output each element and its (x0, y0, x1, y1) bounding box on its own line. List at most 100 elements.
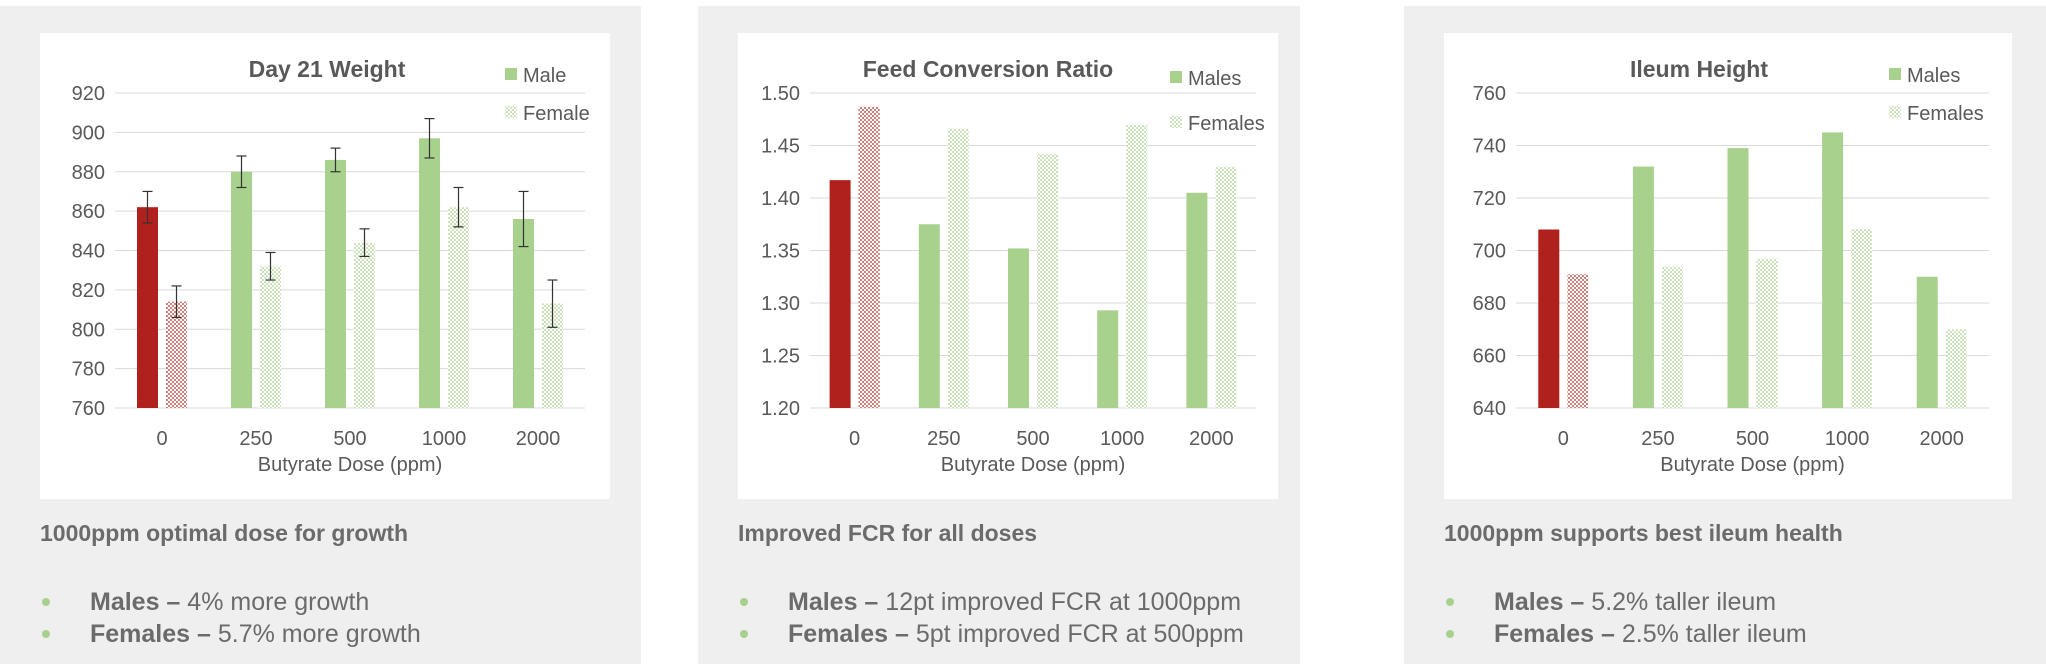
y-tick-label: 740 (1473, 136, 1506, 158)
bar-control-male (829, 180, 851, 408)
y-tick-label: 900 (72, 122, 105, 144)
bullet-females: Females – 5.7% more growth (40, 618, 421, 650)
bullet-list: Males – 4% more growth Females – 5.7% mo… (40, 586, 421, 650)
bar-male (1186, 192, 1208, 408)
y-tick-label: 780 (72, 359, 105, 381)
y-tick-label: 680 (1473, 293, 1506, 315)
bar-control-male (1538, 229, 1560, 408)
panel-heading: Improved FCR for all doses (738, 520, 1038, 546)
y-tick-label: 720 (1473, 188, 1506, 210)
y-tick-label: 1.35 (761, 241, 800, 263)
y-tick-label: 1.25 (761, 346, 800, 368)
panel-heading: 1000ppm optimal dose for growth (40, 520, 409, 546)
bar-male (231, 171, 252, 408)
y-tick-label: 820 (72, 280, 105, 302)
legend-swatch-male (505, 68, 517, 80)
bar-male (325, 159, 346, 408)
bar-male (513, 219, 534, 408)
x-tick-label: 250 (1641, 428, 1674, 450)
bar-female (260, 266, 281, 408)
bar-female (1037, 153, 1058, 408)
legend-label-female: Female (523, 103, 590, 125)
bar-female (1215, 166, 1237, 408)
feed-conversion-chart: 1.20 1.25 1.30 1.35 1.40 1.45 1.50 0 250 500 1000 2… (761, 56, 1265, 476)
x-tick-label: 1000 (1100, 428, 1145, 450)
y-tick-label: 860 (72, 201, 105, 223)
x-tick-label: 1000 (422, 428, 467, 450)
x-tick-label: 0 (156, 428, 167, 450)
x-tick-label: 500 (333, 428, 366, 450)
bullet-dot-icon (42, 630, 50, 638)
day21-weight-chart: 760 780 800 820 840 860 880 900 920 0 250 500 1000 20… (72, 56, 590, 476)
x-axis-title: Butyrate Dose (ppm) (941, 454, 1126, 476)
bullet-list: Males – 12pt improved FCR at 1000ppm Fem… (738, 586, 1244, 650)
y-tick-label: 1.50 (761, 83, 800, 105)
legend-swatch-male (1889, 68, 1901, 80)
ileum-height-chart: 640 660 680 700 720 740 760 0 250 500 1000 2000 Buty… (1473, 56, 1989, 476)
legend-label-male: Male (523, 65, 566, 87)
chart-area: 760 780 800 820 840 860 880 900 920 0 250 500 1000 20… (40, 33, 610, 499)
x-axis-title: Butyrate Dose (ppm) (1660, 454, 1845, 476)
y-tick-label: 1.30 (761, 293, 800, 315)
x-tick-label: 0 (1558, 428, 1569, 450)
bar-female (1756, 258, 1778, 408)
legend-swatch-female (1889, 106, 1901, 118)
panel-feed-conversion: 1.20 1.25 1.30 1.35 1.40 1.45 1.50 0 250 500 1000 2… (698, 6, 1300, 664)
y-tick-label: 840 (72, 241, 105, 263)
chart-title: Ileum Height (1630, 56, 1768, 82)
bar-control-female (858, 106, 880, 409)
bullet-males: Males – 4% more growth (40, 586, 421, 618)
chart-title: Feed Conversion Ratio (863, 56, 1113, 82)
y-tick-label: 880 (72, 162, 105, 184)
bullet-dot-icon (1446, 598, 1454, 606)
bullet-females: Females – 2.5% taller ileum (1444, 618, 1807, 650)
y-tick-label: 760 (1473, 83, 1506, 105)
legend-swatch-male (1170, 71, 1182, 83)
y-tick-label: 920 (72, 83, 105, 105)
chart-title: Day 21 Weight (249, 56, 406, 82)
bar-male (419, 138, 440, 408)
x-tick-label: 1000 (1825, 428, 1870, 450)
panel-ileum-height: 640 660 680 700 720 740 760 0 250 500 1000 2000 Buty… (1404, 6, 2046, 664)
y-tick-label: 660 (1473, 346, 1506, 368)
y-tick-label: 760 (72, 398, 105, 420)
x-tick-label: 500 (1736, 428, 1769, 450)
bullet-dot-icon (42, 598, 50, 606)
bar-male (918, 224, 940, 408)
legend-swatch-female (505, 106, 517, 118)
bar-female (947, 128, 969, 408)
y-tick-label: 1.45 (761, 136, 800, 158)
bar-control-female (1567, 274, 1589, 408)
x-tick-label: 250 (239, 428, 272, 450)
bar-female (1661, 266, 1683, 408)
x-tick-label: 2000 (516, 428, 561, 450)
bullet-dot-icon (740, 598, 748, 606)
bar-male (1727, 148, 1749, 408)
y-tick-label: 1.20 (761, 398, 800, 420)
y-tick-label: 800 (72, 319, 105, 341)
bar-control-female (166, 301, 187, 408)
bar-male (1822, 132, 1844, 408)
x-tick-label: 0 (849, 428, 860, 450)
bar-male (1097, 310, 1119, 408)
bar-female (542, 303, 563, 408)
bar-male (1008, 248, 1029, 408)
y-tick-label: 700 (1473, 241, 1506, 263)
bar-female (1851, 229, 1873, 408)
bullet-females: Females – 5pt improved FCR at 500ppm (738, 618, 1244, 650)
panel-heading: 1000ppm supports best ileum health (1444, 520, 1843, 546)
bar-female (1945, 329, 1967, 408)
bullet-males: Males – 12pt improved FCR at 1000ppm (738, 586, 1244, 618)
legend-label-male: Males (1188, 68, 1241, 90)
chart-area: 640 660 680 700 720 740 760 0 250 500 1000 2000 Buty… (1444, 33, 2012, 499)
y-tick-label: 1.40 (761, 188, 800, 210)
x-axis-title: Butyrate Dose (ppm) (258, 454, 443, 476)
bullet-list: Males – 5.2% taller ileum Females – 2.5%… (1444, 586, 1807, 650)
bar-female (354, 242, 375, 408)
x-tick-label: 2000 (1919, 428, 1964, 450)
bar-control-male (137, 207, 158, 408)
y-tick-label: 640 (1473, 398, 1506, 420)
x-tick-label: 500 (1016, 428, 1049, 450)
chart-area: 1.20 1.25 1.30 1.35 1.40 1.45 1.50 0 250 500 1000 2… (738, 33, 1278, 499)
legend-label-female: Females (1907, 103, 1984, 125)
